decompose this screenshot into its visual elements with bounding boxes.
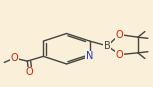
Text: B: B (104, 41, 111, 51)
Text: O: O (25, 67, 33, 77)
Text: O: O (11, 53, 18, 63)
Text: N: N (86, 51, 93, 61)
Text: O: O (116, 50, 123, 60)
Text: O: O (116, 30, 123, 40)
